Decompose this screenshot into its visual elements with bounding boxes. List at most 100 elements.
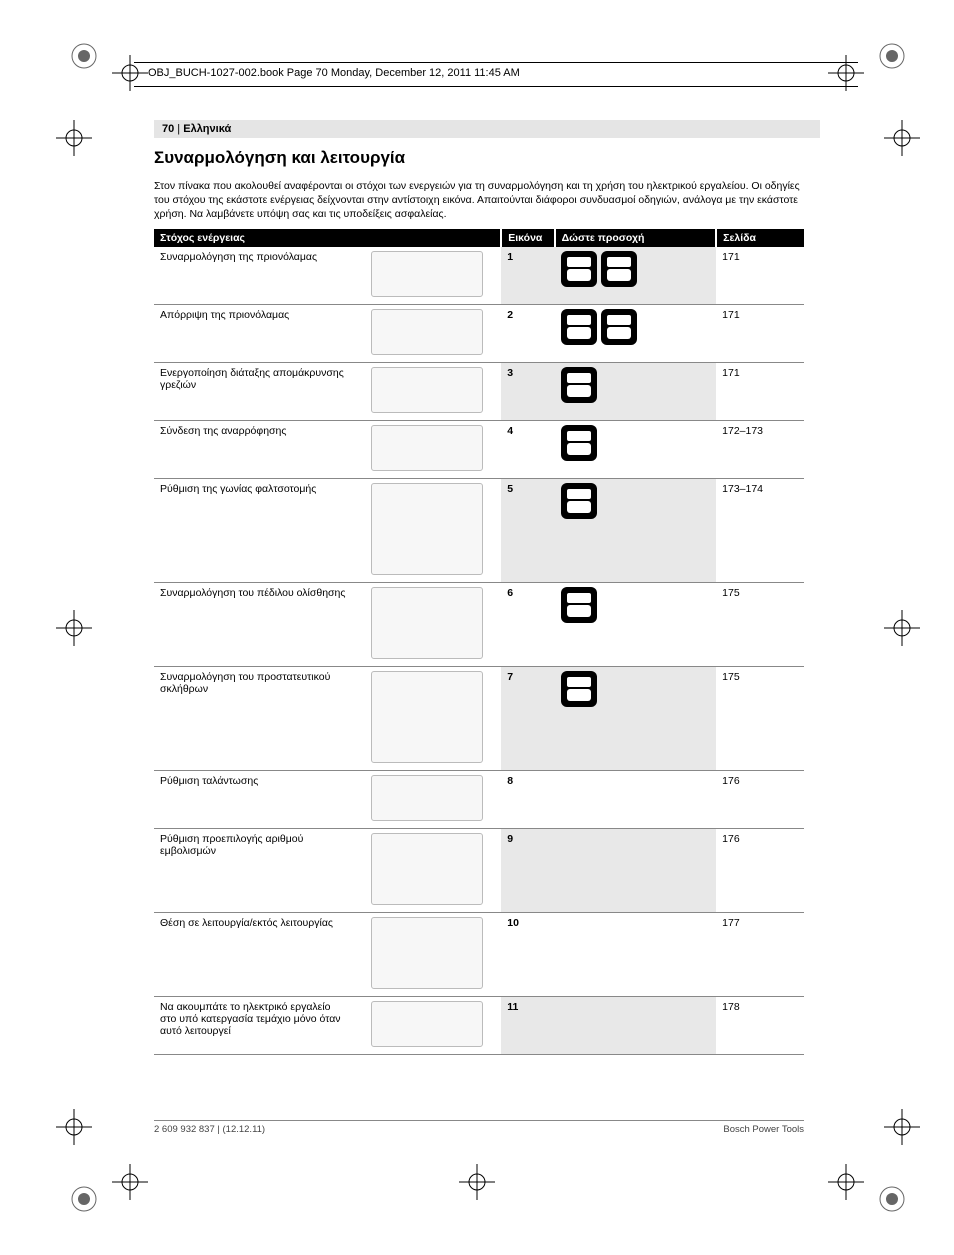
running-head: OBJ_BUCH-1027-002.book Page 70 Monday, D… xyxy=(148,67,520,79)
header-rule-bottom xyxy=(134,86,858,87)
illustration-placeholder xyxy=(371,309,483,355)
cell-target: Συναρμολόγηση του πέδιλου ολίσθησης xyxy=(154,583,352,667)
content-area: 70 | Ελληνικά Συναρμολόγηση και λειτουργ… xyxy=(154,120,804,1055)
reg-cross-rbot xyxy=(884,1109,920,1145)
page-number: 70 xyxy=(162,123,174,135)
cell-page: 176 xyxy=(716,829,804,913)
reg-cross-bl2 xyxy=(112,1164,148,1200)
page-sep: | xyxy=(174,123,183,135)
cell-page: 176 xyxy=(716,771,804,829)
section-title: Συναρμολόγηση και λειτουργία xyxy=(154,148,804,168)
cell-target: Θέση σε λειτουργία/εκτός λειτουργίας xyxy=(154,913,352,997)
cell-page: 171 xyxy=(716,247,804,305)
attention-icon xyxy=(561,309,597,345)
table-row: Ρύθμιση ταλάντωσης8176 xyxy=(154,771,804,829)
cell-attention xyxy=(555,583,717,667)
cell-page: 173–174 xyxy=(716,479,804,583)
cell-page: 171 xyxy=(716,363,804,421)
cell-attention xyxy=(555,421,717,479)
table-row: Να ακουμπάτε το ηλεκτρικό εργαλείο στο υ… xyxy=(154,997,804,1055)
reg-cross-right xyxy=(884,120,920,156)
reg-mark-tr xyxy=(878,42,906,70)
intro-paragraph: Στον πίνακα που ακολουθεί αναφέρονται οι… xyxy=(154,179,804,222)
attention-icon xyxy=(561,483,597,519)
cell-target: Συναρμολόγηση του προστατευτικού σκλήθρω… xyxy=(154,667,352,771)
footer-right: Bosch Power Tools xyxy=(723,1124,804,1135)
table-row: Σύνδεση της αναρρόφησης 4 172–173 xyxy=(154,421,804,479)
table-row: Συναρμολόγηση της πριονόλαμας 1 171 xyxy=(154,247,804,305)
cell-attention xyxy=(555,305,717,363)
cell-target: Να ακουμπάτε το ηλεκτρικό εργαλείο στο υ… xyxy=(154,997,352,1055)
cell-attention xyxy=(555,667,717,771)
cell-page: 171 xyxy=(716,305,804,363)
cell-illustration xyxy=(352,667,501,771)
cell-attention xyxy=(555,829,717,913)
cell-page: 175 xyxy=(716,583,804,667)
cell-image-num: 5 xyxy=(501,479,554,583)
reg-cross-left xyxy=(56,120,92,156)
illustration-placeholder xyxy=(371,425,483,471)
cell-image-num: 7 xyxy=(501,667,554,771)
cell-target: Απόρριψη της πριονόλαμας xyxy=(154,305,352,363)
illustration-placeholder xyxy=(371,251,483,297)
cell-attention xyxy=(555,363,717,421)
reg-cross-br2 xyxy=(828,1164,864,1200)
cell-attention xyxy=(555,913,717,997)
cell-illustration xyxy=(352,479,501,583)
reg-mark-tl xyxy=(70,42,98,70)
cell-illustration xyxy=(352,829,501,913)
th-page: Σελίδα xyxy=(716,229,804,247)
table-row: Συναρμολόγηση του πέδιλου ολίσθησης6175 xyxy=(154,583,804,667)
cell-image-num: 11 xyxy=(501,997,554,1055)
cell-target: Ενεργοποίηση διάταξης απομάκρυνσης γρεζι… xyxy=(154,363,352,421)
page-number-bar: 70 | Ελληνικά xyxy=(154,120,820,138)
illustration-placeholder xyxy=(371,1001,483,1047)
reg-cross-lbot xyxy=(56,1109,92,1145)
page-lang: Ελληνικά xyxy=(183,123,231,135)
attention-icon xyxy=(601,309,637,345)
attention-icon xyxy=(561,671,597,707)
cell-page: 175 xyxy=(716,667,804,771)
attention-icon xyxy=(561,587,597,623)
table-body: Συναρμολόγηση της πριονόλαμας1171Απόρριψ… xyxy=(154,247,804,1055)
cell-page: 177 xyxy=(716,913,804,997)
cell-attention xyxy=(555,997,717,1055)
attention-icon xyxy=(561,251,597,287)
cell-image-num: 4 xyxy=(501,421,554,479)
table-row: Ενεργοποίηση διάταξης απομάκρυνσης γρεζι… xyxy=(154,363,804,421)
illustration-placeholder xyxy=(371,367,483,413)
th-attention: Δώστε προσοχή xyxy=(555,229,717,247)
attention-icon xyxy=(561,367,597,403)
cell-target: Ρύθμιση της γωνίας φαλτσοτομής xyxy=(154,479,352,583)
cell-target: Σύνδεση της αναρρόφησης xyxy=(154,421,352,479)
header-rule-top xyxy=(134,62,858,63)
table-header: Στόχος ενέργειας Εικόνα Δώστε προσοχή Σε… xyxy=(154,229,804,247)
reg-mark-br xyxy=(878,1185,906,1213)
cell-illustration xyxy=(352,305,501,363)
cell-image-num: 3 xyxy=(501,363,554,421)
table-row: Απόρριψη της πριονόλαμας 2 171 xyxy=(154,305,804,363)
reg-cross-lmid xyxy=(56,610,92,646)
cell-target: Ρύθμιση προεπιλογής αριθμού εμβολισμών xyxy=(154,829,352,913)
cell-illustration xyxy=(352,997,501,1055)
th-image: Εικόνα xyxy=(501,229,554,247)
illustration-placeholder xyxy=(371,833,483,905)
cell-target: Συναρμολόγηση της πριονόλαμας xyxy=(154,247,352,305)
reg-cross-rmid xyxy=(884,610,920,646)
cell-attention xyxy=(555,479,717,583)
cell-target: Ρύθμιση ταλάντωσης xyxy=(154,771,352,829)
cell-illustration xyxy=(352,247,501,305)
table-row: Θέση σε λειτουργία/εκτός λειτουργίας 10 17… xyxy=(154,913,804,997)
illustration-placeholder xyxy=(371,587,483,659)
actions-table: Στόχος ενέργειας Εικόνα Δώστε προσοχή Σε… xyxy=(154,229,804,1055)
reg-mark-bl xyxy=(70,1185,98,1213)
footer-left: 2 609 932 837 | (12.12.11) xyxy=(154,1124,265,1135)
cell-page: 172–173 xyxy=(716,421,804,479)
cell-image-num: 9 xyxy=(501,829,554,913)
cell-illustration xyxy=(352,771,501,829)
attention-icon xyxy=(561,425,597,461)
illustration-placeholder xyxy=(371,483,483,575)
cell-image-num: 10 xyxy=(501,913,554,997)
cell-image-num: 2 xyxy=(501,305,554,363)
cell-image-num: 1 xyxy=(501,247,554,305)
